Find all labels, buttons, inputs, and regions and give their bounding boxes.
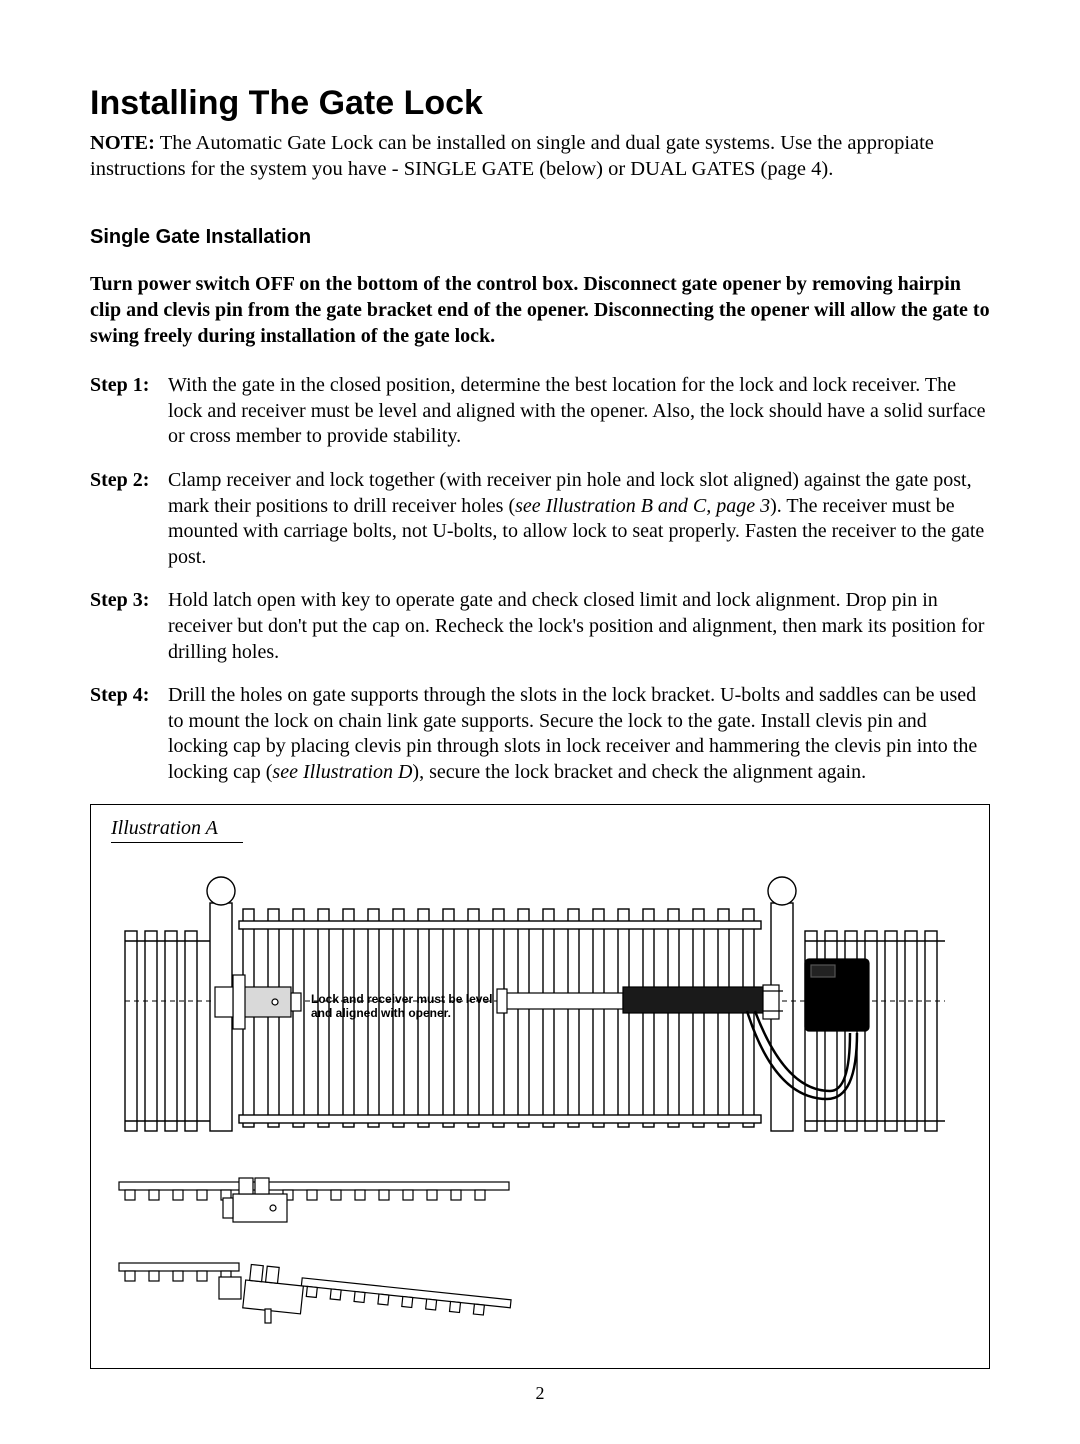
illustration-main-diagram: Lock and receiver must be level and alig… <box>115 861 965 1156</box>
step-text-italic: see Illustration D <box>272 761 412 783</box>
page-title: Installing The Gate Lock <box>90 84 990 123</box>
note-label: NOTE: <box>90 132 155 154</box>
step-label: Step 3: <box>90 588 168 665</box>
intro-paragraph: Turn power switch OFF on the bottom of t… <box>90 271 990 349</box>
page-number: 2 <box>90 1383 990 1404</box>
document-page: Installing The Gate Lock NOTE: The Autom… <box>0 0 1080 1444</box>
illustration-label: Illustration A <box>111 817 975 840</box>
step-text: Hold latch open with key to operate gate… <box>168 588 990 665</box>
step-text: Drill the holes on gate supports through… <box>168 683 990 785</box>
step-label: Step 4: <box>90 683 168 785</box>
diagram-caption-line1: Lock and receiver must be level <box>311 992 492 1006</box>
illustration-underline <box>111 842 243 844</box>
step-text-italic: see Illustration B and C, page 3 <box>515 495 770 517</box>
diagram-caption-line2: and aligned with opener. <box>311 1006 451 1020</box>
illustration-sub-diagram-level <box>115 1176 975 1241</box>
step-text: With the gate in the closed position, de… <box>168 373 990 450</box>
step-2: Step 2: Clamp receiver and lock together… <box>90 468 990 570</box>
step-4: Step 4: Drill the holes on gate supports… <box>90 683 990 785</box>
section-heading: Single Gate Installation <box>90 226 990 249</box>
illustration-box: Illustration A <box>90 804 990 1370</box>
step-3: Step 3: Hold latch open with key to oper… <box>90 588 990 665</box>
step-label: Step 1: <box>90 373 168 450</box>
note-block: NOTE: The Automatic Gate Lock can be ins… <box>90 131 990 182</box>
step-text-after: ), secure the lock bracket and check the… <box>412 761 866 783</box>
step-1: Step 1: With the gate in the closed posi… <box>90 373 990 450</box>
step-label: Step 2: <box>90 468 168 570</box>
note-text: The Automatic Gate Lock can be installed… <box>90 132 934 180</box>
illustration-sub-diagram-angled <box>115 1257 975 1332</box>
step-text: Clamp receiver and lock together (with r… <box>168 468 990 570</box>
